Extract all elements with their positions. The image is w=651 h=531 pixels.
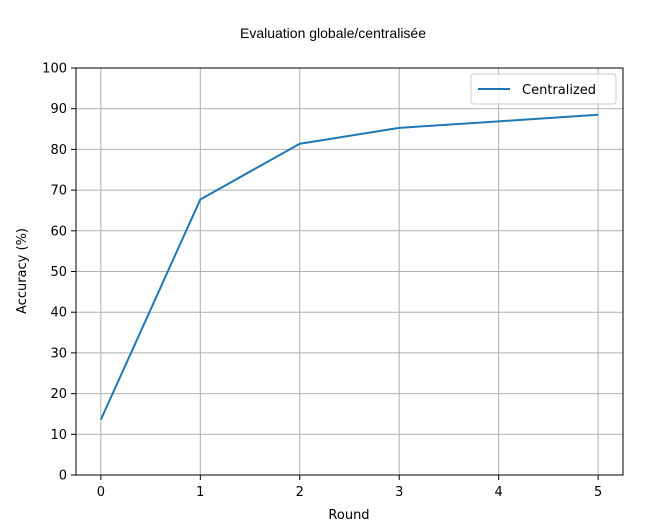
y-tick-label-8: 80	[50, 143, 67, 158]
y-tick-label-10: 100	[42, 62, 67, 77]
y-tick-label-9: 90	[50, 102, 67, 117]
y-axis-ticks: 0 10 20 30 40 50 60 70 80 90 100	[42, 62, 76, 484]
y-tick-label-1: 10	[50, 428, 67, 443]
series-line-centralized	[99, 113, 599, 421]
legend: Centralized	[470, 73, 617, 105]
x-tick-label-5: 5	[594, 485, 602, 500]
legend-frame	[470, 73, 617, 105]
y-tick-label-3: 30	[50, 346, 67, 361]
plot-frame	[75, 67, 624, 476]
x-tick-label-0: 0	[97, 485, 105, 500]
y-tick-label-4: 40	[50, 306, 67, 321]
legend-label-centralized: Centralized	[522, 83, 596, 98]
y-tick-label-2: 20	[50, 387, 67, 402]
x-tick-label-4: 4	[495, 485, 503, 500]
y-tick-label-0: 0	[59, 469, 67, 484]
x-tick-label-2: 2	[296, 485, 304, 500]
series-group	[99, 113, 599, 421]
x-axis-ticks: 0 1 2 3 4 5	[97, 475, 602, 500]
x-tick-label-3: 3	[395, 485, 403, 500]
y-tick-label-6: 60	[50, 224, 67, 239]
y-axis-label: Accuracy (%)	[15, 228, 30, 314]
x-tick-label-1: 1	[196, 485, 204, 500]
x-axis-label: Round	[328, 508, 369, 523]
grid	[76, 67, 623, 476]
chart-title: Evaluation globale/centralisée	[240, 25, 426, 41]
y-tick-label-5: 50	[50, 265, 67, 280]
y-tick-label-7: 70	[50, 184, 67, 199]
